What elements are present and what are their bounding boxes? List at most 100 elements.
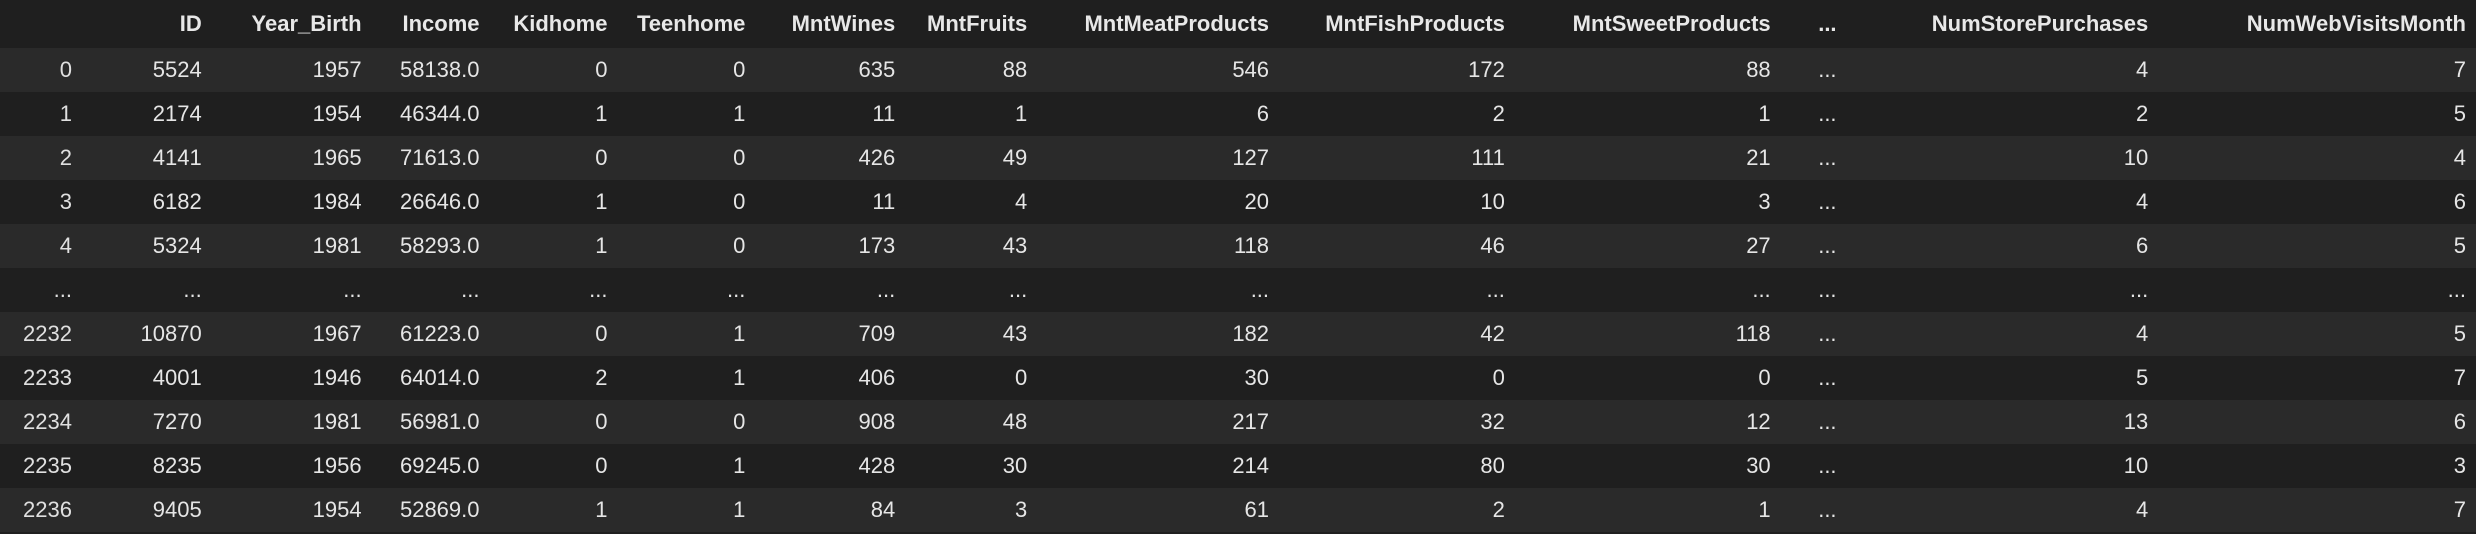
table-cell: 3	[1014, 497, 1028, 522]
table-cell: 214	[1232, 453, 1270, 478]
table-cell: 3	[1758, 189, 1771, 214]
table-cell: 0	[595, 453, 608, 478]
table-row: 0 5524 1957 58138.0 0 0 635 88 546 172 88... 4 7	[0, 48, 2476, 92]
table-cell: 30	[1244, 365, 1270, 390]
table-cell: 4	[1014, 189, 1028, 214]
table-cell: 61	[1244, 497, 1270, 522]
table-cell: 1954	[312, 101, 362, 126]
table-cell: 6	[1256, 101, 1270, 126]
column-header: NumWebVisitsMonth	[2246, 11, 2466, 36]
index-header	[0, 0, 82, 48]
table-cell: 4	[2135, 321, 2149, 346]
table-cell: 5324	[152, 233, 202, 258]
row-index: 1	[59, 101, 72, 126]
table-cell: 1984	[312, 189, 362, 214]
table-cell: 1	[595, 233, 608, 258]
table-cell: 10	[1480, 189, 1505, 214]
table-cell: 0	[1758, 365, 1771, 390]
table-cell: 5	[2453, 101, 2466, 126]
table-cell: 5	[2453, 233, 2466, 258]
table-cell: 0	[733, 145, 746, 170]
table-cell: ...	[183, 277, 202, 302]
table-cell: 42	[1480, 321, 1505, 346]
table-cell-ellipsis: ...	[1818, 145, 1837, 170]
table-cell: 0	[733, 409, 746, 434]
table-body: 0 5524 1957 58138.0 0 0 635 88 546 172 88... 4 7 1 217…	[0, 48, 2476, 532]
table-cell: 0	[595, 57, 608, 82]
table-cell: 0	[595, 145, 608, 170]
table-cell: 217	[1232, 409, 1270, 434]
table-cell: 1	[595, 101, 608, 126]
table-cell-ellipsis: ...	[1818, 321, 1837, 346]
table-cell: 1957	[312, 57, 362, 82]
table-cell: 1	[733, 453, 746, 478]
table-cell: 908	[858, 409, 896, 434]
table-row: 2233 4001 1946 64014.0 2 1 406 0 30 0 0... 5 7	[0, 356, 2476, 400]
table-cell: 118	[1735, 321, 1771, 346]
table-cell: 1	[595, 189, 608, 214]
table-row: ........................................…	[0, 268, 2476, 312]
table-cell: 111	[1471, 145, 1505, 170]
table-row: 2235 8235 1956 69245.0 0 1 428 30 214 80 30... 10 3	[0, 444, 2476, 488]
table-cell-ellipsis: ...	[1818, 453, 1837, 478]
table-cell: 12	[1746, 409, 1771, 434]
table-cell: 1954	[312, 497, 362, 522]
table-cell: 3	[2453, 453, 2466, 478]
column-header: Income	[402, 11, 480, 36]
table-cell: 10870	[140, 321, 202, 346]
table-cell: ...	[2129, 277, 2149, 302]
table-cell: 13	[2123, 409, 2149, 434]
table-cell: ...	[1752, 277, 1771, 302]
table-cell: ...	[2447, 277, 2466, 302]
row-index: 2236	[22, 497, 72, 522]
table-cell: 4	[2135, 57, 2149, 82]
table-cell: 7270	[152, 409, 202, 434]
column-header: Year_Birth	[251, 11, 362, 36]
table-cell: 0	[733, 233, 746, 258]
column-header: Teenhome	[637, 11, 746, 36]
table-cell: 20	[1244, 189, 1270, 214]
table-cell: 43	[1002, 321, 1028, 346]
table-cell: 6	[2453, 189, 2466, 214]
table-cell: 2	[2135, 101, 2149, 126]
table-row: 4 5324 1981 58293.0 1 0 173 43 118 46 27... 6 5	[0, 224, 2476, 268]
table-cell: 406	[858, 365, 896, 390]
table-cell: 43	[1002, 233, 1028, 258]
row-index: 3	[59, 189, 72, 214]
table-row: 1 2174 1954 46344.0 1 1 11 1 6 2 1... 2 5	[0, 92, 2476, 136]
table-cell: 1	[1758, 101, 1771, 126]
table-cell: 0	[595, 409, 608, 434]
table-cell: 84	[870, 497, 896, 522]
table-cell: 1981	[312, 233, 362, 258]
table-cell: 48	[1002, 409, 1028, 434]
table-cell: 30	[1746, 453, 1771, 478]
column-header: MntWines	[791, 11, 896, 36]
table-cell-ellipsis: ...	[1818, 497, 1837, 522]
table-cell: 9405	[152, 497, 202, 522]
table-cell: 64014.0	[399, 365, 480, 390]
row-index: 2234	[22, 409, 72, 434]
table-cell: 6	[2135, 233, 2149, 258]
table-cell: 4001	[152, 365, 202, 390]
table-cell: 0	[1014, 365, 1028, 390]
table-cell: 428	[858, 453, 896, 478]
table-cell: 71613.0	[399, 145, 480, 170]
table-row: 2234 7270 1981 56981.0 0 0 908 48 217 32 12... 13 6	[0, 400, 2476, 444]
table-cell: 426	[858, 145, 896, 170]
table-cell: 4141	[152, 145, 202, 170]
table-cell: 1	[733, 321, 746, 346]
table-cell: 46344.0	[399, 101, 480, 126]
table-cell: 0	[733, 189, 746, 214]
table-cell-ellipsis: ...	[1818, 409, 1837, 434]
row-index: 0	[59, 57, 72, 82]
table-cell: 58138.0	[399, 57, 480, 82]
table-cell: ...	[589, 277, 608, 302]
table-cell: 8235	[152, 453, 202, 478]
table-cell: 173	[858, 233, 896, 258]
table-cell: 80	[1480, 453, 1505, 478]
table-cell: 1	[733, 497, 746, 522]
table-cell: 172	[1468, 57, 1505, 82]
row-index: ...	[53, 277, 72, 302]
table-cell: 6	[2453, 409, 2466, 434]
table-cell: 1967	[312, 321, 362, 346]
